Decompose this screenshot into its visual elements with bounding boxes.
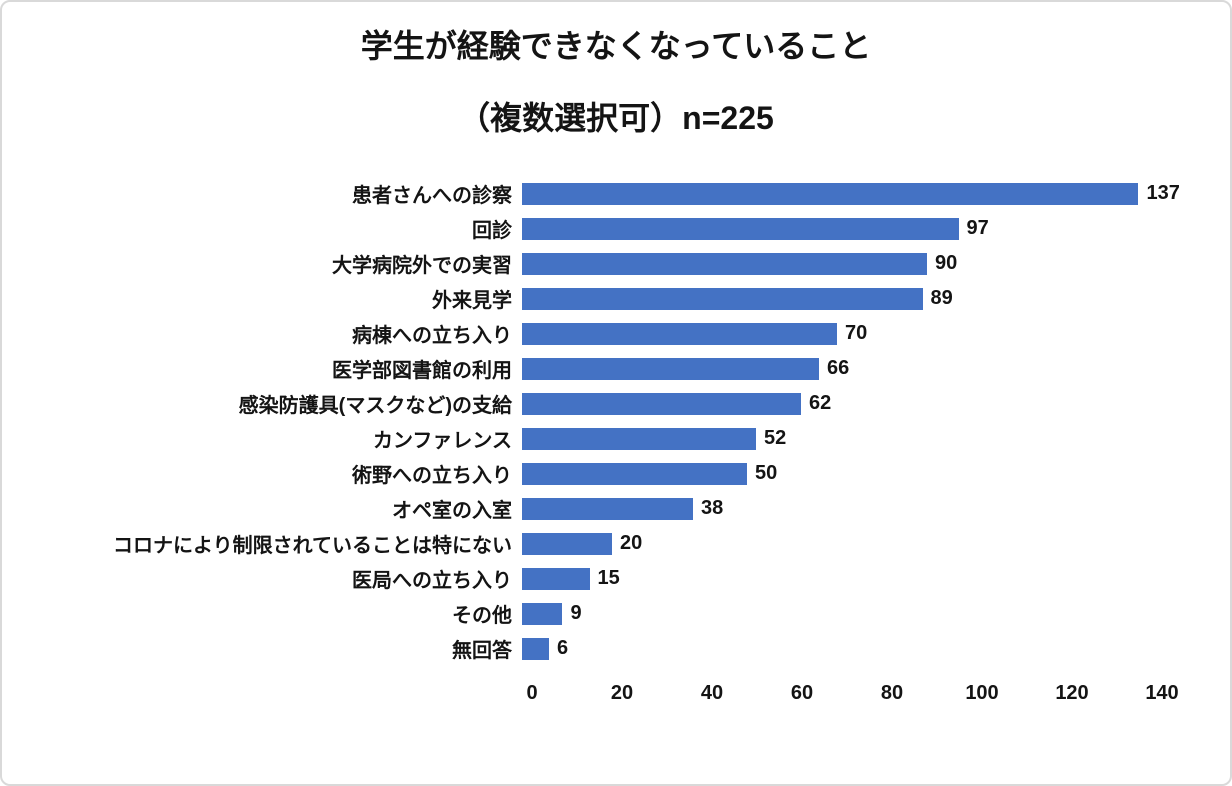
bar-row: 医学部図書館の利用 66: [2, 351, 1230, 386]
bar-track: 66: [522, 357, 1152, 380]
bar-track: 90: [522, 252, 1152, 275]
value-label: 89: [930, 287, 953, 309]
category-label: 術野への立ち入り: [352, 465, 512, 487]
value-label: 52: [764, 427, 787, 449]
category-label: 医局への立ち入り: [352, 570, 512, 592]
value-label: 50: [755, 462, 778, 484]
bar-row: オペ室の入室 38: [2, 491, 1230, 526]
category-label: 無回答: [452, 640, 512, 662]
chart-title-line2: （複数選択可）n=225: [458, 100, 774, 136]
bar-row: 大学病院外での実習 90: [2, 246, 1230, 281]
bar-track: 9: [522, 602, 1152, 625]
bar: [522, 462, 747, 485]
value-label: 6: [557, 637, 569, 659]
category-label: オペ室の入室: [392, 500, 512, 522]
bar-track: 62: [522, 392, 1152, 415]
value-label: 97: [966, 217, 989, 239]
bar-chart: 患者さんへの診察 137 回診 97 大学病院外での実習 90 外来見学 89 病棟への立ち入り…: [2, 176, 1230, 714]
category-label: 感染防護具(マスクなど)の支給: [238, 395, 512, 417]
bar-track: 6: [522, 637, 1152, 660]
value-label: 62: [809, 392, 832, 414]
chart-title-line1: 学生が経験できなくなっていること: [360, 28, 872, 64]
bar-track: 38: [522, 497, 1152, 520]
bar: [522, 357, 819, 380]
bar: [522, 427, 756, 450]
category-label: 外来見学: [432, 290, 512, 312]
bar-track: 137: [522, 182, 1180, 205]
category-label: 患者さんへの診察: [352, 185, 512, 207]
bar-row: 病棟への立ち入り 70: [2, 316, 1230, 351]
value-label: 20: [620, 532, 643, 554]
bar: [522, 602, 563, 625]
value-label: 15: [597, 567, 620, 589]
bar-track: 89: [522, 287, 1152, 310]
bar-track: 15: [522, 567, 1152, 590]
category-label: カンファレンス: [373, 430, 512, 452]
value-label: 90: [935, 252, 958, 274]
category-label: 病棟への立ち入り: [352, 325, 512, 347]
value-label: 70: [845, 322, 868, 344]
category-label: その他: [452, 605, 512, 627]
bar-row: カンファレンス 52: [2, 421, 1230, 456]
x-tick: 80: [880, 682, 904, 704]
x-tick: 0: [526, 682, 538, 704]
bar-row: 医局への立ち入り 15: [2, 561, 1230, 596]
bar: [522, 532, 612, 555]
bar-row: 感染防護具(マスクなど)の支給 62: [2, 386, 1230, 421]
value-label: 137: [1146, 182, 1180, 204]
bar-row: その他 9: [2, 596, 1230, 631]
bar: [522, 497, 693, 520]
bar-track: 70: [522, 322, 1152, 345]
x-tick: 100: [965, 682, 999, 704]
bar: [522, 392, 801, 415]
x-tick: 20: [610, 682, 634, 704]
bar: [522, 217, 959, 240]
bar-track: 20: [522, 532, 1152, 555]
value-label: 9: [570, 602, 582, 624]
x-axis: 0 20 40 60 80 100 120 140: [526, 682, 1178, 714]
bar: [522, 252, 927, 275]
bar: [522, 567, 590, 590]
bar-track: 97: [522, 217, 1152, 240]
bar-rows: 患者さんへの診察 137 回診 97 大学病院外での実習 90 外来見学 89 病棟への立ち入り…: [2, 176, 1230, 666]
category-label: 医学部図書館の利用: [332, 360, 512, 382]
chart-title: 学生が経験できなくなっていること （複数選択可）n=225: [2, 30, 1230, 134]
category-label: 大学病院外での実習: [332, 255, 512, 277]
category-label: コロナにより制限されていることは特にない: [113, 535, 512, 557]
value-label: 38: [701, 497, 724, 519]
bar-row: 無回答 6: [2, 631, 1230, 666]
bar-row: コロナにより制限されていることは特にない 20: [2, 526, 1230, 561]
bar: [522, 182, 1139, 205]
category-label: 回診: [472, 220, 512, 242]
x-tick: 140: [1145, 682, 1179, 704]
bar-track: 52: [522, 427, 1152, 450]
bar: [522, 322, 837, 345]
x-tick: 40: [700, 682, 724, 704]
value-label: 66: [827, 357, 850, 379]
x-tick: 60: [790, 682, 814, 704]
bar: [522, 637, 549, 660]
bar-track: 50: [522, 462, 1152, 485]
x-tick: 120: [1055, 682, 1089, 704]
bar: [522, 287, 923, 310]
bar-row: 患者さんへの診察 137: [2, 176, 1230, 211]
bar-row: 術野への立ち入り 50: [2, 456, 1230, 491]
bar-row: 外来見学 89: [2, 281, 1230, 316]
bar-row: 回診 97: [2, 211, 1230, 246]
